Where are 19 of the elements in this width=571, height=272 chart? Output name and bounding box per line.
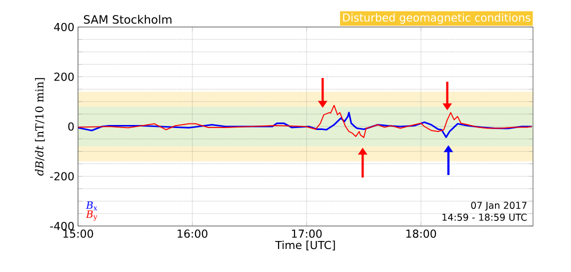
- x-tick-label: 16:00: [178, 230, 208, 238]
- y-tick-label: 400: [54, 22, 74, 32]
- x-tick-label: 17:00: [292, 230, 322, 238]
- y-tick-label: -200: [50, 172, 74, 180]
- line-series: [78, 112, 533, 138]
- y-tick-label: -400: [50, 222, 74, 230]
- x-tick-label: 15:00: [63, 230, 94, 238]
- text: B$_{x}$: [86, 202, 98, 210]
- x-axis-title: Time [UTC]: [275, 240, 335, 250]
- annotation: 07 Jan 2017: [471, 202, 526, 211]
- x-tick-label: 18:00: [406, 230, 436, 238]
- line-series: [78, 104, 532, 138]
- y-axis-title: dB/dt [nT/10 min]: [35, 78, 45, 176]
- y-tick-label: 0: [68, 122, 74, 131]
- text: B$_{y}$: [86, 210, 98, 221]
- chart-title: SAM Stockholm: [84, 14, 172, 24]
- annotation: 14:59 - 18:59 UTC: [442, 214, 527, 221]
- chart-subtitle: Disturbed geomagnetic conditions: [343, 13, 530, 24]
- y-tick-label: 200: [54, 72, 74, 81]
